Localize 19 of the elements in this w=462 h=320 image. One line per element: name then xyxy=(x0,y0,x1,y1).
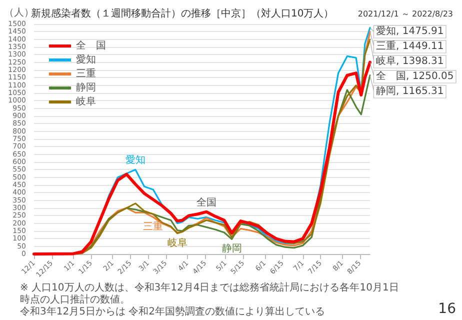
legend-label: 三重 xyxy=(76,68,96,80)
legend-label: 愛知 xyxy=(76,54,96,66)
annotation: 静岡 xyxy=(222,242,242,255)
text: ※ 人口10万人の人数は、令和3年12月4日までは総務省統計局における各年10月1日時点の人口推計の数値。 xyxy=(20,282,399,306)
annotation: 全 国, 1250.05 xyxy=(376,70,454,82)
annotation: 岐阜 xyxy=(167,236,188,249)
annotation: 静岡, 1165.31 xyxy=(376,85,444,98)
annotation: 全国 xyxy=(196,196,216,208)
text: 2021/12/1 ～ 2022/8/23 xyxy=(358,10,453,18)
text: 令和3年12月5日からは 令和2年国勢調査の数値により算出している xyxy=(20,306,325,318)
annotation: 三重, 1449.11 xyxy=(376,40,444,52)
legend-label: 静岡 xyxy=(76,82,96,94)
legend-label: 岐阜 xyxy=(76,96,96,108)
annotation: 三重 xyxy=(143,220,164,233)
legend-label: 全 国 xyxy=(76,40,106,52)
annotation: 愛知 xyxy=(125,154,146,166)
annotation: 愛知, 1475.91 xyxy=(376,25,444,38)
text: 16 xyxy=(438,301,456,317)
annotation: 岐阜, 1398.31 xyxy=(376,55,444,68)
